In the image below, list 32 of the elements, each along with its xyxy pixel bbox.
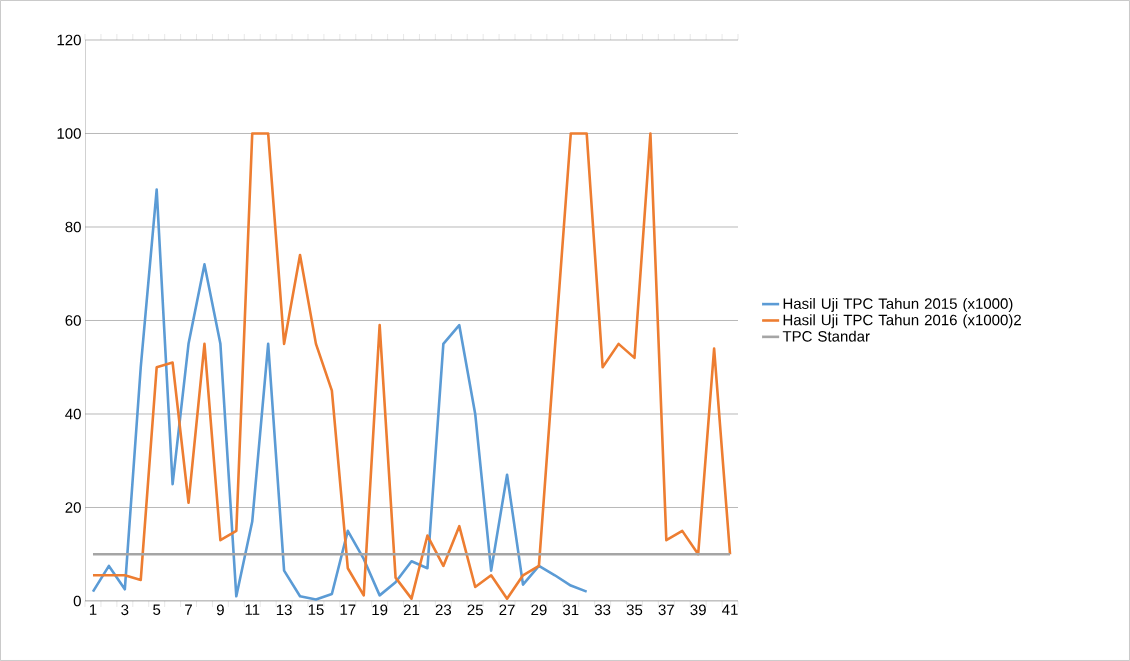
y-tick-label: 0 xyxy=(73,595,81,607)
y-tick-label: 20 xyxy=(65,502,81,513)
x-tick-label: 1 xyxy=(89,604,97,615)
x-tick-label: 37 xyxy=(658,604,674,616)
x-tick-label: 29 xyxy=(531,604,547,616)
x-tick-label: 7 xyxy=(185,604,192,615)
x-tick-label: 9 xyxy=(216,604,224,616)
x-tick-label: 13 xyxy=(276,604,292,616)
y-tick-label: 40 xyxy=(65,408,81,420)
legend-label: Hasil Uji TPC Tahun 2015 (x1000) xyxy=(783,297,1013,312)
x-tick-label: 17 xyxy=(340,604,356,615)
x-tick-label: 35 xyxy=(626,604,643,616)
x-tick-label: 41 xyxy=(722,604,738,615)
x-tick-label: 3 xyxy=(121,604,129,616)
line-series xyxy=(91,188,588,601)
x-tick-label: 15 xyxy=(308,604,324,615)
x-tick-label: 11 xyxy=(245,604,260,615)
x-tick-label: 25 xyxy=(467,604,483,616)
x-tick-label: 39 xyxy=(690,604,706,616)
y-tick-label: 100 xyxy=(57,128,81,139)
x-tick-label: 23 xyxy=(435,604,452,616)
x-tick-label: 21 xyxy=(403,604,420,615)
y-tick-label: 120 xyxy=(57,34,81,46)
x-tick-label: 19 xyxy=(372,604,388,616)
x-tick-label: 31 xyxy=(563,604,579,616)
x-tick-label: 5 xyxy=(153,604,161,615)
x-tick-label: 33 xyxy=(594,604,611,616)
y-tick-label: 60 xyxy=(65,315,81,326)
x-tick-label: 27 xyxy=(499,604,515,615)
y-tick-label: 80 xyxy=(65,221,81,233)
legend-label: TPC Standar xyxy=(782,330,870,342)
legend-label: Hasil Uji TPC Tahun 2016 (x1000)2 xyxy=(783,314,1021,329)
